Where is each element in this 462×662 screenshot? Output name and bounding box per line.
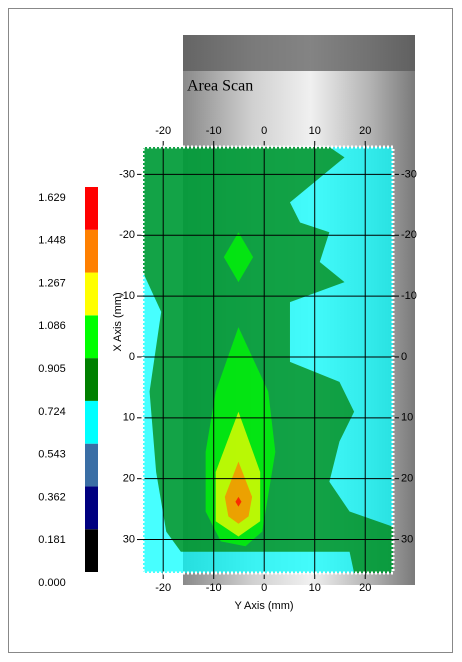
y-axis-label: X Axis (mm) <box>112 292 124 351</box>
y-tick-label: 20 <box>401 473 413 485</box>
plot-area <box>143 147 393 573</box>
colorbar-segment <box>85 486 98 530</box>
y-tick-label: -20 <box>401 229 417 241</box>
x-tick-label: -20 <box>155 125 171 137</box>
colorbar-segment <box>85 358 98 401</box>
y-tick-label: 0 <box>401 351 407 363</box>
colorbar-label: 0.181 <box>38 534 66 546</box>
colorbar-label: 0.543 <box>38 449 66 461</box>
y-tick-label: 20 <box>123 473 135 485</box>
colorbar-label: 1.086 <box>38 320 66 332</box>
x-tick-label: 20 <box>359 125 371 137</box>
x-tick-label: 20 <box>359 582 371 594</box>
y-tick-label: 10 <box>123 412 135 424</box>
y-tick-label: -10 <box>401 290 417 302</box>
colorbar-label: 1.448 <box>38 235 66 247</box>
axes: -20 -20 -10 -10 0 0 10 10 20 20 -30 -30 -20 -20 -10 -10… <box>119 125 417 594</box>
y-tick-label: 0 <box>129 351 135 363</box>
y-tick-label: -30 <box>119 168 135 180</box>
colorbar-segment <box>85 187 98 230</box>
colorbar-segment <box>85 229 98 273</box>
colorbar-segment <box>85 315 98 359</box>
x-tick-label: 0 <box>261 582 267 594</box>
y-tick-label: 10 <box>401 412 413 424</box>
colorbar-label: 1.629 <box>38 192 66 204</box>
colorbar-label: 0.724 <box>38 406 66 418</box>
colorbar-segment <box>85 529 98 572</box>
x-tick-label: 0 <box>261 125 267 137</box>
colorbar-label: 0.905 <box>38 363 66 375</box>
colorbar-segment <box>85 443 98 487</box>
colorbar-label: 0.362 <box>38 491 66 503</box>
colorbar-segment <box>85 400 98 444</box>
x-tick-label: 10 <box>309 582 321 594</box>
contour-region <box>235 496 242 507</box>
x-tick-label: -10 <box>206 125 222 137</box>
y-tick-label: 30 <box>401 533 413 545</box>
contour-region <box>224 461 253 524</box>
y-tick-label: 30 <box>123 533 135 545</box>
x-tick-label: -10 <box>206 582 222 594</box>
x-tick-label: 10 <box>309 125 321 137</box>
plot-border <box>141 145 395 575</box>
y-tick-label: -10 <box>119 290 135 302</box>
y-tick-label: -20 <box>119 229 135 241</box>
x-axis-label: Y Axis (mm) <box>234 600 293 612</box>
contour-region <box>143 147 393 573</box>
y-tick-label: -30 <box>401 168 417 180</box>
contour-region <box>223 232 254 283</box>
photo-band <box>183 35 415 71</box>
colorbar-segment <box>85 272 98 316</box>
colorbar-label: 0.000 <box>38 577 66 589</box>
colorbar: 0.000 0.181 0.362 0.543 0.724 0.905 1.086 1.267… <box>38 187 98 589</box>
colorbar-label: 1.267 <box>38 277 66 289</box>
x-tick-label: -20 <box>155 582 171 594</box>
chart-title: Area Scan <box>187 78 253 95</box>
